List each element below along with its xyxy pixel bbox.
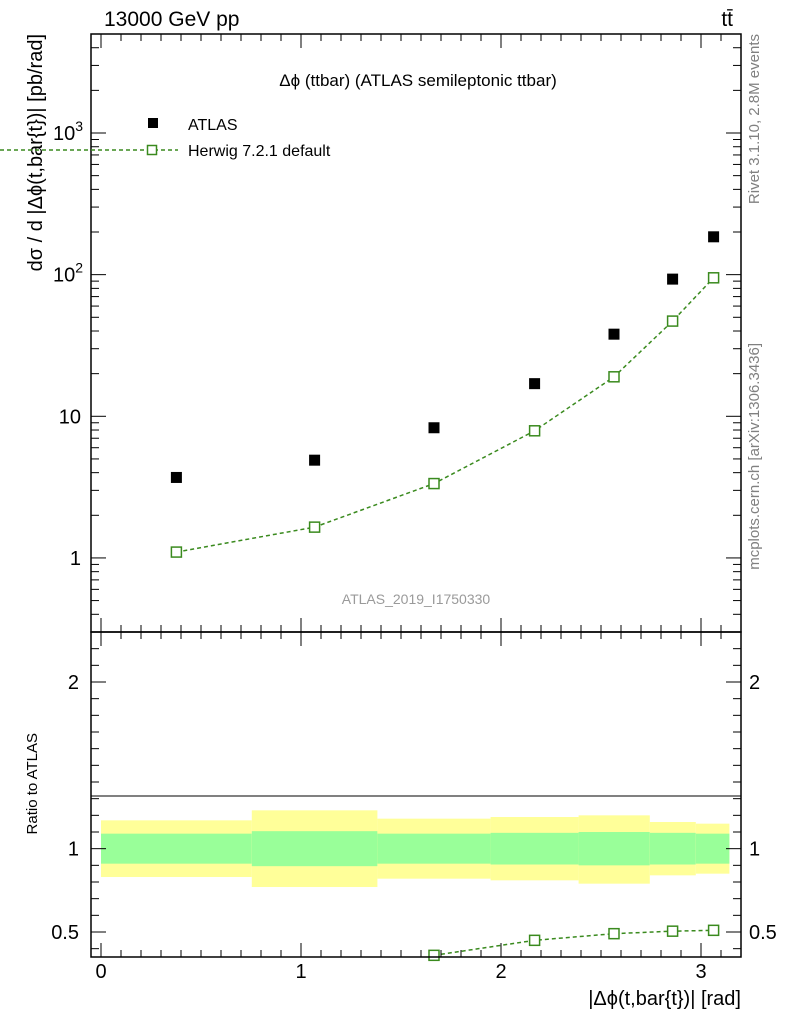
- inner-uncertainty-band: [578, 832, 650, 866]
- herwig-ratio-point: [707, 924, 720, 937]
- herwig-point: [428, 477, 440, 490]
- atlas-point: [309, 454, 321, 466]
- ratio-y-axis-label: Ratio to ATLAS: [24, 733, 41, 834]
- herwig-point: [666, 315, 679, 327]
- inner-uncertainty-band: [251, 831, 378, 867]
- herwig-point: [528, 425, 541, 437]
- mcplots-side-label: mcplots.cern.ch [arXiv:1306.3436]: [746, 343, 763, 570]
- legend: ATLAS Herwig 7.2.1 default: [0, 117, 331, 160]
- ratio-y-tick-label-right: 2: [749, 672, 760, 694]
- legend-atlas-marker: [148, 118, 158, 128]
- main-y-axis-label: dσ / d |Δϕ(t,bar{t})| [pb/rad]: [25, 34, 47, 271]
- herwig-ratio-point: [666, 925, 679, 937]
- legend-herwig-marker: [146, 144, 158, 156]
- ratio-panel: 0.5 0.5 1 1 2 2 0 1 2 3 Ratio to ATLAS |Δϕ(t,bar…: [24, 631, 777, 1010]
- herwig-point: [707, 272, 720, 284]
- inner-uncertainty-band: [101, 833, 252, 864]
- ratio-y-tick-label: 2: [68, 672, 79, 694]
- inner-uncertainty-band: [377, 833, 491, 864]
- inner-uncertainty-band: [649, 832, 696, 865]
- ratio-x-ticks: 0 1 2 3: [95, 632, 742, 983]
- herwig-line: [176, 277, 715, 553]
- x-tick-label: 0: [95, 961, 106, 983]
- y-tick-label: 103: [53, 118, 83, 145]
- atlas-point: [608, 328, 620, 340]
- atlas-point: [170, 471, 182, 483]
- header-right-label: tt̄: [721, 8, 733, 31]
- y-tick-label: 10: [59, 406, 81, 428]
- rivet-side-label: Rivet 3.1.10, 2.8M events: [746, 34, 763, 204]
- legend-atlas-label: ATLAS: [188, 117, 238, 134]
- atlas-point: [708, 231, 720, 243]
- main-y-ticks: 1 10 102 103: [53, 33, 741, 633]
- atlas-point: [667, 273, 679, 285]
- herwig-ratio-point: [608, 927, 620, 940]
- main-plot-title: Δϕ (ttbar) (ATLAS semileptonic ttbar): [279, 71, 557, 90]
- herwig-ratio-point: [428, 949, 440, 962]
- inner-uncertainty-band: [695, 833, 730, 864]
- y-tick-label: 1: [70, 548, 81, 570]
- legend-herwig-label: Herwig 7.2.1 default: [188, 143, 331, 160]
- ratio-y-tick-label-right: 0.5: [749, 922, 777, 944]
- atlas-point: [529, 378, 541, 390]
- ratio-y-tick-label: 1: [68, 839, 79, 861]
- herwig-point: [608, 371, 620, 383]
- ratio-y-tick-label-right: 1: [749, 839, 760, 861]
- herwig-ratio-line: [433, 929, 714, 957]
- herwig-point: [308, 521, 321, 533]
- ratio-plot-frame: [90, 631, 742, 958]
- herwig-ratio-point: [528, 934, 541, 947]
- ratio-uncertainty-bands: [101, 810, 730, 887]
- x-axis-label: |Δϕ(t,bar{t})| [rad]: [588, 988, 741, 1010]
- ratio-y-ticks: 0.5 0.5 1 1 2 2: [51, 631, 777, 950]
- ratio-series: [428, 924, 720, 962]
- x-tick-label: 2: [495, 961, 506, 983]
- atlas-point: [428, 422, 440, 434]
- main-series: [170, 231, 720, 558]
- x-tick-label: 1: [295, 961, 306, 983]
- header-left-label: 13000 GeV pp: [104, 8, 239, 31]
- x-tick-label: 3: [695, 961, 706, 983]
- ratio-y-tick-label: 0.5: [51, 922, 79, 944]
- inner-uncertainty-band: [490, 832, 579, 865]
- y-tick-label: 102: [53, 260, 83, 287]
- watermark-analysis-id: ATLAS_2019_I1750330: [342, 591, 491, 607]
- main-panel: 1 10 102 103 Δϕ (ttbar) (ATLAS semileptonic…: [0, 33, 742, 633]
- herwig-point: [170, 546, 183, 558]
